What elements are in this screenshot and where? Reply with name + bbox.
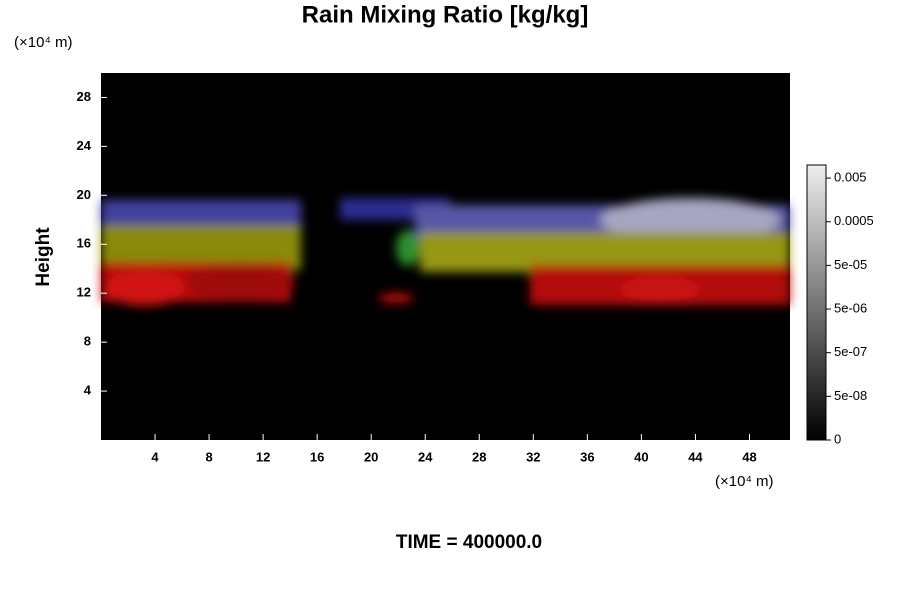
y-tick-label: 4 [84, 383, 92, 398]
colorbar-tick-label: 5e-08 [834, 388, 867, 403]
plot-area [101, 73, 790, 440]
chart-title: Rain Mixing Ratio [kg/kg] [302, 1, 589, 28]
y-axis-label: Height [33, 227, 54, 287]
x-tick-label: 12 [256, 449, 270, 464]
x-tick-label: 20 [364, 449, 378, 464]
y-tick-label: 8 [84, 334, 91, 349]
colorbar-tick-label: 5e-05 [834, 257, 867, 272]
x-unit: (×10⁴ m) [715, 473, 774, 490]
y-tick-label: 24 [77, 138, 92, 153]
x-tick-label: 16 [310, 449, 324, 464]
x-tick-label: 48 [742, 449, 756, 464]
colorbar-tick-label: 0.005 [834, 170, 867, 185]
y-tick-label: 20 [77, 187, 91, 202]
y-unit: (×10⁴ m) [14, 34, 73, 51]
colorbar-tick-label: 5e-06 [834, 300, 867, 315]
colorbar-tick-label: 0.0005 [834, 213, 874, 228]
colorbar-tick-label: 5e-07 [834, 344, 867, 359]
x-tick-label: 28 [472, 449, 486, 464]
y-tick-label: 12 [77, 285, 91, 300]
x-tick-label: 36 [580, 449, 594, 464]
colorbar-fill [806, 164, 827, 441]
y-tick-label: 28 [77, 89, 91, 104]
colorbar [806, 164, 827, 441]
x-tick-label: 24 [418, 449, 433, 464]
x-tick-label: 44 [688, 449, 703, 464]
colorbar-tick-label: 0 [834, 431, 841, 446]
field-rendering [101, 198, 790, 306]
annotation: TIME = 400000.0 [396, 532, 542, 553]
x-tick-label: 40 [634, 449, 648, 464]
x-tick-label: 8 [205, 449, 212, 464]
y-tick-label: 16 [77, 236, 91, 251]
x-tick-label: 32 [526, 449, 540, 464]
x-tick-label: 4 [151, 449, 159, 464]
